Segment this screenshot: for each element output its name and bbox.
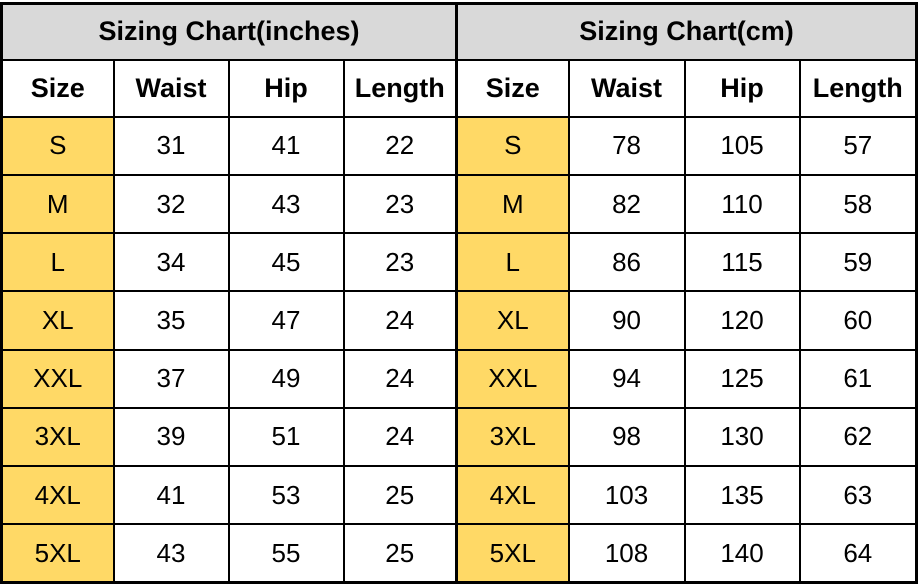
value-cell: 45	[227, 232, 345, 293]
value-cell: 25	[342, 464, 458, 526]
value-cell: 41	[227, 115, 345, 177]
column-header-hip-cm: Hip	[683, 58, 801, 118]
size-cell: 5XL	[455, 523, 570, 584]
value-cell: 37	[112, 348, 230, 409]
value-cell: 24	[342, 348, 458, 409]
value-cell: 23	[342, 232, 458, 293]
column-header-length-cm: Length	[798, 58, 918, 118]
size-cell: S	[0, 115, 115, 177]
value-cell: 86	[567, 232, 686, 293]
table-row-xxl: XXL 37 49 24 XXL 94 125 61	[0, 348, 918, 409]
value-cell: 62	[798, 406, 918, 468]
value-cell: 57	[798, 115, 918, 177]
value-cell: 115	[683, 232, 801, 293]
value-cell: 110	[683, 174, 801, 235]
size-cell: 5XL	[0, 523, 115, 584]
column-header-waist-inches: Waist	[112, 58, 230, 118]
value-cell: 94	[567, 348, 686, 409]
size-cell: XL	[455, 290, 570, 351]
value-cell: 43	[112, 523, 230, 584]
value-cell: 47	[227, 290, 345, 351]
column-header-size-inches: Size	[0, 58, 115, 118]
value-cell: 61	[798, 348, 918, 409]
size-cell: XXL	[455, 348, 570, 409]
value-cell: 135	[683, 464, 801, 526]
value-cell: 55	[227, 523, 345, 584]
value-cell: 53	[227, 464, 345, 526]
value-cell: 140	[683, 523, 801, 584]
table-row-s: S 31 41 22 S 78 105 57	[0, 115, 918, 177]
value-cell: 41	[112, 464, 230, 526]
value-cell: 64	[798, 523, 918, 584]
value-cell: 23	[342, 174, 458, 235]
value-cell: 49	[227, 348, 345, 409]
table-row-l: L 34 45 23 L 86 115 59	[0, 232, 918, 293]
value-cell: 24	[342, 290, 458, 351]
size-cell: L	[0, 232, 115, 293]
table-row-5xl: 5XL 43 55 25 5XL 108 140 64	[0, 523, 918, 584]
table-title-inches: Sizing Chart(inches)	[0, 2, 458, 61]
value-cell: 43	[227, 174, 345, 235]
column-header-length-inches: Length	[342, 58, 458, 118]
size-cell: M	[455, 174, 570, 235]
value-cell: 58	[798, 174, 918, 235]
column-header-size-cm: Size	[455, 58, 570, 118]
size-cell: XL	[0, 290, 115, 351]
column-header-row: Size Waist Hip Length Size Waist Hip Len…	[0, 58, 918, 118]
size-cell: L	[455, 232, 570, 293]
column-header-hip-inches: Hip	[227, 58, 345, 118]
value-cell: 31	[112, 115, 230, 177]
table-row-xl: XL 35 47 24 XL 90 120 60	[0, 290, 918, 351]
value-cell: 120	[683, 290, 801, 351]
value-cell: 34	[112, 232, 230, 293]
table-title-cm: Sizing Chart(cm)	[455, 2, 918, 61]
table-row-3xl: 3XL 39 51 24 3XL 98 130 62	[0, 406, 918, 468]
value-cell: 39	[112, 406, 230, 468]
value-cell: 60	[798, 290, 918, 351]
value-cell: 22	[342, 115, 458, 177]
value-cell: 103	[567, 464, 686, 526]
value-cell: 24	[342, 406, 458, 468]
value-cell: 105	[683, 115, 801, 177]
value-cell: 51	[227, 406, 345, 468]
table-row-4xl: 4XL 41 53 25 4XL 103 135 63	[0, 464, 918, 526]
value-cell: 98	[567, 406, 686, 468]
size-cell: 3XL	[0, 406, 115, 468]
value-cell: 63	[798, 464, 918, 526]
value-cell: 130	[683, 406, 801, 468]
size-cell: XXL	[0, 348, 115, 409]
value-cell: 35	[112, 290, 230, 351]
value-cell: 108	[567, 523, 686, 584]
size-cell: 4XL	[455, 464, 570, 526]
value-cell: 59	[798, 232, 918, 293]
title-row: Sizing Chart(inches) Sizing Chart(cm)	[0, 2, 918, 61]
value-cell: 125	[683, 348, 801, 409]
size-cell: 4XL	[0, 464, 115, 526]
size-cell: M	[0, 174, 115, 235]
table-row-m: M 32 43 23 M 82 110 58	[0, 174, 918, 235]
size-cell: S	[455, 115, 570, 177]
value-cell: 90	[567, 290, 686, 351]
value-cell: 78	[567, 115, 686, 177]
value-cell: 25	[342, 523, 458, 584]
column-header-waist-cm: Waist	[567, 58, 686, 118]
size-cell: 3XL	[455, 406, 570, 468]
value-cell: 82	[567, 174, 686, 235]
value-cell: 32	[112, 174, 230, 235]
